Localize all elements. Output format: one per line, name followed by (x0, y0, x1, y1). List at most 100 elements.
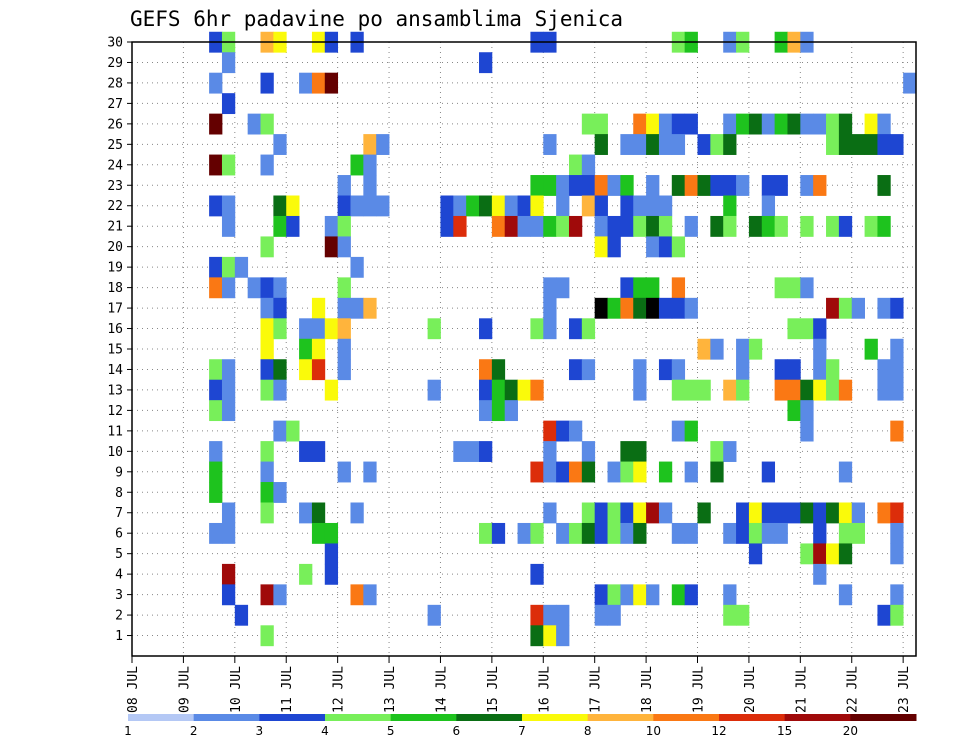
heatmap-cell (363, 461, 377, 483)
y-tick-label: 20 (107, 240, 123, 255)
heatmap-cell (607, 522, 621, 544)
heatmap-cell (890, 584, 904, 606)
heatmap-cell (543, 604, 557, 626)
y-tick-label: 26 (107, 117, 123, 132)
heatmap-cell (517, 215, 531, 237)
colorbar-swatch (522, 714, 589, 721)
heatmap-cell (440, 195, 454, 217)
heatmap-cell (260, 113, 274, 135)
heatmap-cell (851, 522, 865, 544)
heatmap-cell (646, 195, 660, 217)
y-tick-label: 10 (107, 445, 123, 460)
y-tick-label: 29 (107, 56, 123, 71)
heatmap-cell (658, 113, 673, 135)
x-tick-label: 10 JUL (229, 666, 244, 713)
x-tick-label: 21 JUL (794, 666, 809, 713)
heatmap-cell (851, 297, 865, 319)
heatmap-cell (273, 195, 287, 217)
colorbar-label: 15 (777, 724, 792, 738)
heatmap-cell (800, 543, 814, 565)
colorbar-swatch (193, 714, 260, 721)
heatmap-cell (877, 502, 891, 524)
heatmap-cell (684, 420, 698, 442)
y-tick-label: 16 (107, 322, 123, 337)
heatmap-cell (311, 72, 326, 94)
heatmap-cell (671, 297, 686, 319)
y-tick-label: 7 (115, 506, 123, 521)
heatmap-cell (299, 502, 313, 524)
heatmap-cell (607, 461, 621, 483)
heatmap-cell (260, 154, 274, 176)
heatmap-cell (221, 154, 236, 176)
heatmap-cell (209, 195, 223, 217)
heatmap-cell (838, 543, 853, 565)
heatmap-cell (671, 236, 686, 258)
heatmap-cell (299, 72, 313, 94)
heatmap-cell (209, 482, 223, 503)
heatmap-cell (774, 215, 788, 237)
heatmap-cell (594, 215, 608, 237)
colorbar-swatch (259, 714, 326, 721)
heatmap-cell (633, 379, 647, 401)
heatmap-cell (273, 359, 287, 381)
y-tick-label: 18 (107, 281, 123, 296)
heatmap-cell (620, 175, 634, 196)
heatmap-cell (568, 461, 583, 483)
heatmap-cell (658, 297, 673, 319)
heatmap-cell (594, 175, 608, 196)
heatmap-cell (620, 522, 634, 544)
heatmap-cell (838, 461, 853, 483)
heatmap-cell (774, 113, 788, 135)
heatmap-cell (864, 134, 878, 155)
heatmap-cell (324, 543, 339, 565)
heatmap-cell (594, 522, 608, 544)
heatmap-cell (697, 175, 711, 196)
heatmap-cell (620, 297, 634, 319)
heatmap-cell (427, 379, 441, 401)
heatmap-cell (311, 297, 326, 319)
heatmap-cell (311, 502, 326, 524)
x-tick-label: 17 JUL (589, 666, 604, 713)
y-tick-label: 6 (115, 527, 123, 542)
heatmap-cell (607, 502, 621, 524)
y-tick-label: 3 (115, 588, 123, 603)
heatmap-cell (209, 522, 223, 544)
heatmap-cell (748, 502, 763, 524)
y-tick-label: 22 (107, 199, 123, 214)
heatmap-cell (299, 441, 313, 462)
heatmap-cell (209, 441, 223, 462)
heatmap-cell (877, 175, 891, 196)
heatmap-cell (594, 134, 608, 155)
heatmap-cell (890, 359, 904, 381)
heatmap-cell (671, 522, 686, 544)
heatmap-cell (491, 195, 506, 217)
heatmap-cell (723, 604, 737, 626)
heatmap-cell (517, 522, 531, 544)
heatmap-cell (260, 461, 274, 483)
heatmap-cell (607, 297, 621, 319)
heatmap-cell (221, 256, 236, 278)
colorbar: 1 2 3 4 5 6 7 8 10 12 15 20 (124, 714, 917, 738)
x-tick-label: 15 JUL (486, 666, 501, 713)
x-tick-label: 16 JUL (537, 666, 552, 713)
y-tick-label: 8 (115, 486, 123, 501)
heatmap-cell (723, 379, 737, 401)
heatmap-cell (890, 604, 904, 626)
heatmap-cell (594, 604, 608, 626)
heatmap-cell (260, 359, 274, 381)
heatmap-cell (761, 195, 776, 217)
heatmap-cell (658, 502, 673, 524)
heatmap-cell (517, 195, 531, 217)
heatmap-cell (466, 441, 480, 462)
heatmap-cell (800, 175, 814, 196)
heatmap-cell (311, 318, 326, 340)
heatmap-cell (581, 461, 596, 483)
heatmap-cell (800, 400, 814, 422)
heatmap-cell (877, 379, 891, 401)
heatmap-cell (221, 379, 236, 401)
heatmap-cell (813, 379, 827, 401)
heatmap-cell (620, 441, 634, 462)
heatmap-cell (556, 215, 570, 237)
heatmap-cell (247, 113, 261, 135)
